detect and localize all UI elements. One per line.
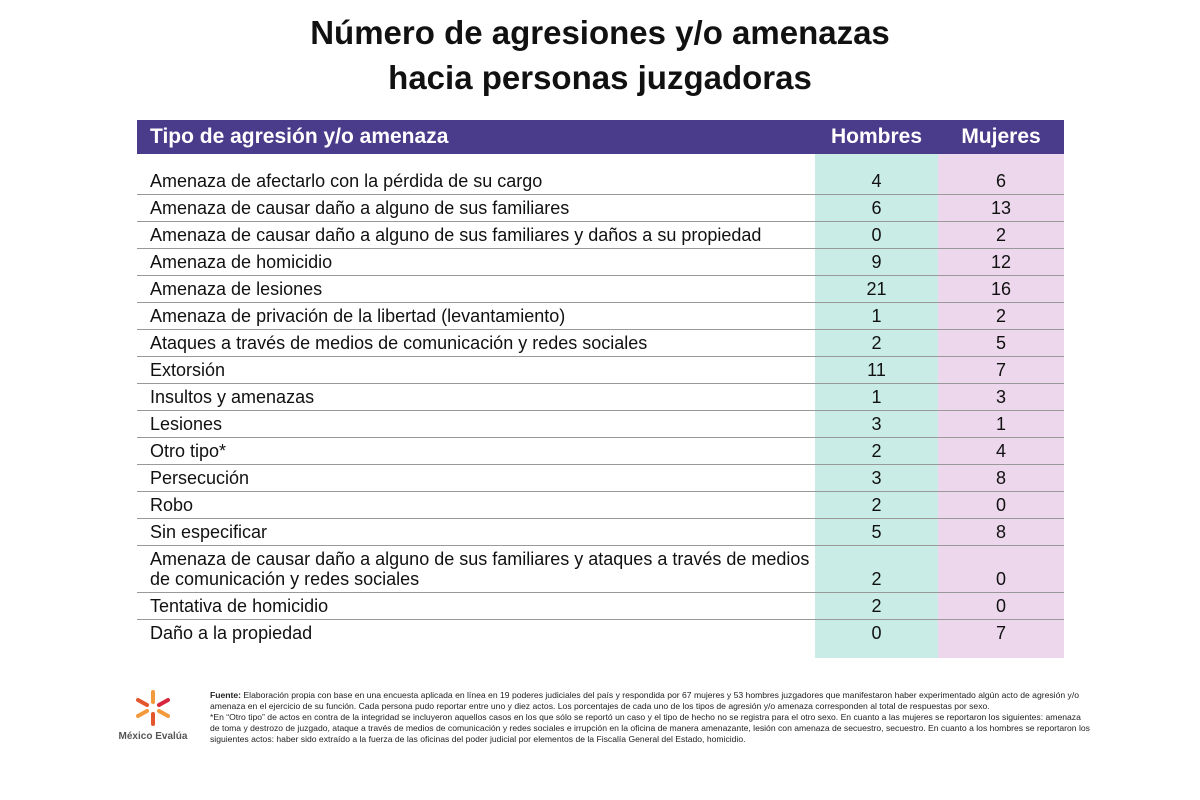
table-body: Amenaza de afectarlo con la pérdida de s… bbox=[137, 168, 1064, 646]
value-cell: 21 bbox=[866, 279, 887, 299]
title: Número de agresiones y/o amenazas hacia … bbox=[0, 10, 1200, 100]
header-cell: Tipo de agresión y/o amenaza bbox=[150, 125, 449, 148]
label-cell: Amenaza de causar daño a alguno de sus f… bbox=[150, 225, 762, 245]
value-cell: 3 bbox=[871, 414, 882, 434]
footnote: Fuente: Elaboración propia con base en u… bbox=[210, 690, 1090, 745]
table-row: Ataques a través de medios de comunicaci… bbox=[137, 330, 1064, 357]
source: Fuente: Elaboración propia con base en u… bbox=[210, 690, 1090, 712]
label-cell: Amenaza de lesiones bbox=[150, 279, 323, 299]
table-row: Persecución 3 8 bbox=[137, 465, 1064, 492]
table-row: Amenaza de afectarlo con la pérdida de s… bbox=[137, 168, 1064, 195]
value-cell: 2 bbox=[871, 596, 882, 616]
value-cell: 6 bbox=[995, 171, 1006, 191]
label-cell: Amenaza de causar daño a alguno de sus f… bbox=[150, 198, 570, 218]
table-row: Amenaza de homicidio 9 12 bbox=[137, 249, 1064, 276]
table: Tipo de agresión y/o amenaza Hombres Muj… bbox=[137, 120, 1064, 646]
value-cell: 13 bbox=[990, 198, 1012, 218]
label-cell: Daño a la propiedad bbox=[150, 623, 313, 643]
value-cell: 2 bbox=[871, 569, 882, 589]
value-cell: 5 bbox=[871, 522, 882, 542]
table-row: Sin especificar 5 8 bbox=[137, 519, 1064, 546]
value-cell: 2 bbox=[871, 333, 882, 353]
value-cell: 4 bbox=[871, 171, 882, 191]
label-cell: Ataques a través de medios de comunicaci… bbox=[150, 333, 648, 353]
title-line: Número de agresiones y/o amenazas bbox=[310, 14, 890, 51]
column-bg bbox=[938, 153, 1064, 658]
header-cell: Hombres bbox=[830, 125, 923, 148]
value-cell: 11 bbox=[867, 360, 886, 380]
value-cell: 8 bbox=[995, 468, 1006, 488]
header-cell: Mujeres bbox=[961, 125, 1041, 148]
label-cell: Tentativa de homicidio bbox=[150, 596, 329, 616]
value-cell: 2 bbox=[995, 225, 1006, 245]
table-row: Lesiones 3 1 bbox=[137, 411, 1064, 438]
label-cell: Lesiones bbox=[150, 414, 223, 434]
label-cell: Amenaza de afectarlo con la pérdida de s… bbox=[150, 171, 543, 191]
value-cell: 6 bbox=[871, 198, 882, 218]
value-cell: 7 bbox=[995, 623, 1006, 643]
table-row: Amenaza de causar daño a alguno de sus f… bbox=[137, 546, 1064, 593]
label-cell: Persecución bbox=[150, 468, 250, 488]
table-row: Tentativa de homicidio 2 0 bbox=[137, 593, 1064, 620]
value-cell: 1 bbox=[871, 387, 882, 407]
label-cell: Insultos y amenazas bbox=[150, 387, 315, 407]
table-row: Amenaza de causar daño a alguno de sus f… bbox=[137, 195, 1064, 222]
logo: México Evalúa bbox=[108, 688, 198, 742]
label-cell: Sin especificar bbox=[150, 522, 268, 542]
column-bg bbox=[815, 153, 938, 658]
value-cell: 1 bbox=[871, 306, 882, 326]
value-cell: 2 bbox=[871, 495, 882, 515]
value-cell: 2 bbox=[995, 306, 1006, 326]
value-cell: 0 bbox=[995, 596, 1006, 616]
label-cell: Robo bbox=[150, 495, 194, 515]
value-cell: 2 bbox=[871, 441, 882, 461]
value-cell: 3 bbox=[995, 387, 1006, 407]
table-row: Otro tipo* 2 4 bbox=[137, 438, 1064, 465]
value-cell: 7 bbox=[995, 360, 1006, 380]
note: *En “Otro tipo” de actos en contra de la… bbox=[210, 712, 1090, 744]
source-label: Fuente: bbox=[210, 690, 242, 700]
table-header: Tipo de agresión y/o amenaza Hombres Muj… bbox=[137, 120, 1064, 154]
table-row: Extorsión 11 7 bbox=[137, 357, 1064, 384]
value-cell: 0 bbox=[871, 225, 882, 245]
value-cell: 4 bbox=[995, 441, 1006, 461]
title-line: hacia personas juzgadoras bbox=[388, 59, 812, 96]
table-row: Amenaza de privación de la libertad (lev… bbox=[137, 303, 1064, 330]
value-cell: 9 bbox=[871, 252, 882, 272]
value-cell: 1 bbox=[995, 414, 1006, 434]
value-cell: 0 bbox=[995, 569, 1006, 589]
value-cell: 3 bbox=[871, 468, 882, 488]
table-row: Daño a la propiedad 0 7 bbox=[137, 620, 1064, 646]
table-row: Amenaza de lesiones 21 16 bbox=[137, 276, 1064, 303]
table-row: Insultos y amenazas 1 3 bbox=[137, 384, 1064, 411]
label-cell: Otro tipo* bbox=[150, 441, 227, 461]
logo-text: México Evalúa bbox=[118, 731, 188, 742]
value-cell: 0 bbox=[871, 623, 882, 643]
table-row: Robo 2 0 bbox=[137, 492, 1064, 519]
source-text: Elaboración propia con base en una encue… bbox=[210, 690, 1079, 711]
value-cell: 12 bbox=[990, 252, 1012, 272]
table-row: Amenaza de causar daño a alguno de sus f… bbox=[137, 222, 1064, 249]
value-cell: 5 bbox=[995, 333, 1006, 353]
logo-icon bbox=[136, 690, 170, 726]
value-cell: 16 bbox=[990, 279, 1012, 299]
label-cell: Amenaza de causar daño a alguno de sus f… bbox=[150, 549, 810, 589]
label-cell: Amenaza de privación de la libertad (lev… bbox=[150, 306, 566, 326]
label-cell: Extorsión bbox=[150, 360, 226, 380]
label-cell: Amenaza de homicidio bbox=[150, 252, 333, 272]
value-cell: 8 bbox=[995, 522, 1006, 542]
value-cell: 0 bbox=[995, 495, 1006, 515]
